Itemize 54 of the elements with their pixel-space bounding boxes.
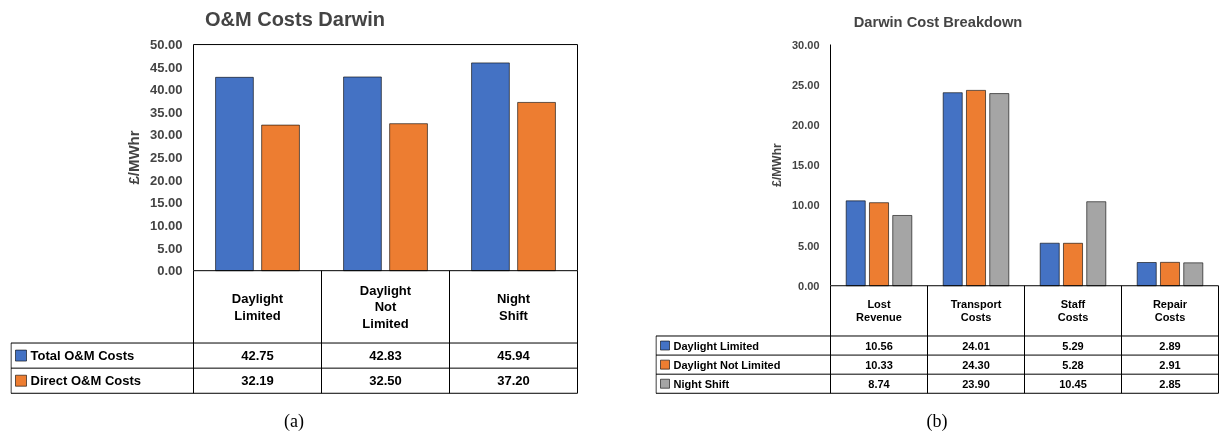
y-tick-label: 30.00: [149, 127, 183, 143]
legend-label: Daylight Not Limited: [673, 358, 781, 371]
data-label: 8.74: [868, 377, 891, 390]
chart-title: O&M Costs Darwin: [204, 7, 386, 30]
data-label: 10.45: [1059, 377, 1087, 390]
data-label: 32.50: [369, 373, 402, 389]
data-label: 32.19: [241, 373, 274, 389]
data-label: 5.28: [1062, 358, 1084, 371]
y-tick-label: 5.00: [157, 240, 183, 256]
y-tick-label: 30.00: [791, 38, 820, 51]
data-label: 42.75: [241, 348, 274, 364]
data-label: 5.29: [1062, 339, 1084, 352]
data-label: 24.01: [962, 339, 990, 352]
y-axis-title: £/MWhr: [769, 143, 784, 187]
y-tick-label: 40.00: [149, 82, 183, 98]
y-tick-label: 15.00: [149, 195, 183, 211]
y-tick-label: 20.00: [791, 118, 820, 131]
y-tick-label: 20.00: [149, 172, 183, 188]
chart-title: Darwin Cost Breakdown: [853, 13, 1023, 30]
y-tick-label: 50.00: [149, 37, 183, 53]
data-label: 37.20: [497, 373, 530, 389]
y-tick-label: 45.00: [149, 59, 183, 75]
y-tick-label: 10.00: [149, 217, 183, 233]
legend-label: Total O&M Costs: [30, 348, 135, 364]
x-tick-label: Staff Costs: [1057, 298, 1089, 324]
y-tick-label: 25.00: [149, 150, 183, 166]
y-tick-label: 0.00: [798, 279, 820, 292]
x-tick-label: Lost Revenue: [856, 298, 902, 324]
data-label: 2.85: [1159, 377, 1181, 390]
legend-label: Direct O&M Costs: [30, 373, 142, 389]
data-label: 23.90: [962, 377, 990, 390]
legend-label: Night Shift: [673, 377, 730, 390]
text: (b): [926, 411, 948, 433]
x-tick-label: Repair Costs: [1152, 298, 1188, 324]
x-tick-label: Daylight Not Limited: [359, 282, 412, 331]
text: (a): [284, 411, 304, 433]
data-label: 45.94: [497, 348, 531, 364]
y-tick-label: 35.00: [149, 104, 183, 120]
data-label: 10.56: [865, 339, 893, 352]
data-label: 2.89: [1159, 339, 1181, 352]
x-tick-label: Daylight Limited: [231, 291, 284, 323]
x-tick-label: Night Shift: [496, 291, 531, 323]
x-tick-label: Transport Costs: [950, 298, 1002, 324]
data-label: 24.30: [962, 358, 990, 371]
y-tick-label: 10.00: [791, 199, 820, 212]
legend-label: Daylight Limited: [673, 339, 760, 352]
data-label: 2.91: [1159, 358, 1181, 371]
y-tick-label: 25.00: [791, 78, 820, 91]
y-tick-label: 0.00: [157, 263, 183, 279]
data-label: 42.83: [369, 348, 402, 364]
y-tick-label: 15.00: [791, 159, 820, 172]
y-tick-label: 5.00: [798, 239, 820, 252]
y-axis-title: £/MWhr: [124, 130, 142, 185]
data-label: 10.33: [865, 358, 893, 371]
